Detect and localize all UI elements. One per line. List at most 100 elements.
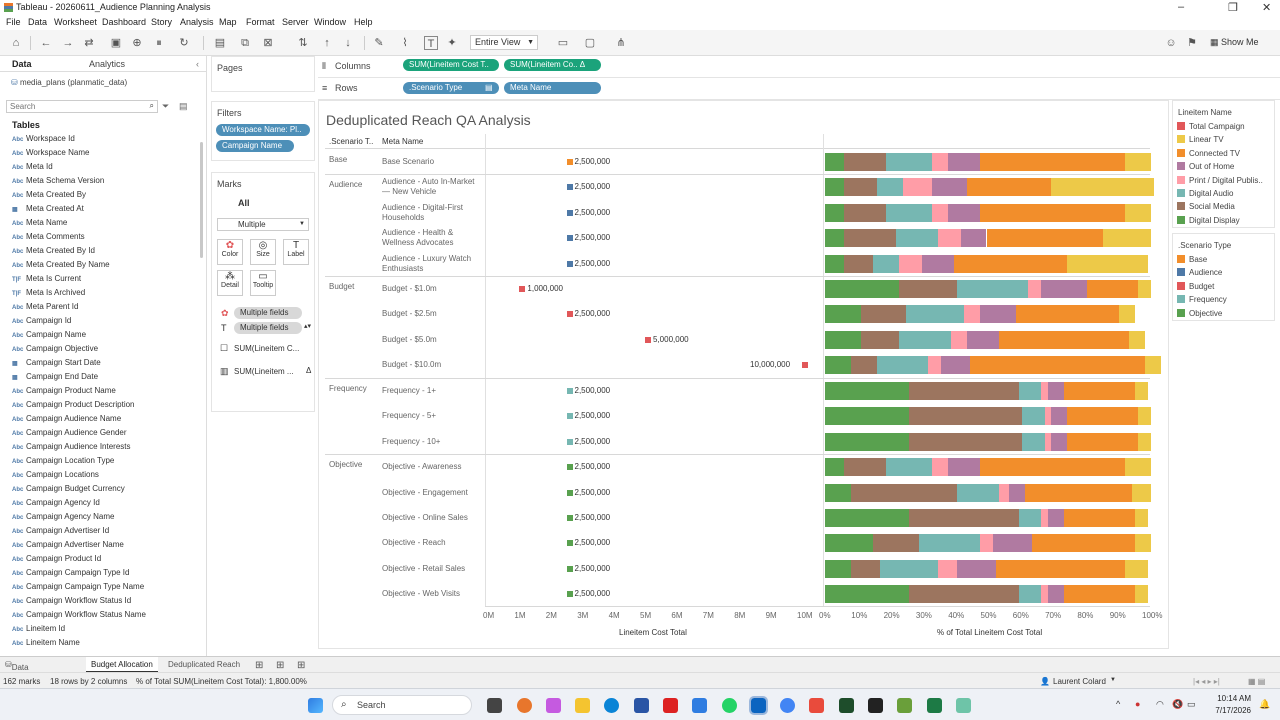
- pct-bar-segment[interactable]: [957, 559, 997, 578]
- field-item[interactable]: T|F Meta Is Current: [12, 274, 81, 287]
- filter-icon[interactable]: ⏷: [162, 101, 170, 111]
- pct-bar-segment[interactable]: [1009, 483, 1026, 502]
- field-item[interactable]: Abc Lineitem Id: [12, 624, 65, 637]
- pct-bar-segment[interactable]: [1135, 534, 1152, 553]
- pagination-icon[interactable]: |◂ ◂ ▸ ▸|: [1193, 677, 1220, 686]
- pct-bar-segment[interactable]: [947, 458, 981, 477]
- field-item[interactable]: Abc Campaign Audience Interests: [12, 442, 131, 455]
- pct-bar-segment[interactable]: [1044, 432, 1052, 451]
- menu-format[interactable]: Format: [246, 17, 275, 27]
- legend-item[interactable]: Digital Audio: [1177, 189, 1233, 198]
- pct-bar-segment[interactable]: [1067, 432, 1139, 451]
- pct-bar-segment[interactable]: [999, 330, 1129, 349]
- file-explorer-icon[interactable]: [575, 698, 590, 713]
- field-item[interactable]: Abc Campaign Product Name: [12, 386, 116, 399]
- field-item[interactable]: ▦ Campaign End Date: [12, 372, 98, 385]
- row-label[interactable]: Audience - Health & Wellness Advocates: [382, 228, 454, 248]
- pct-bar-segment[interactable]: [825, 305, 861, 324]
- row-label[interactable]: Objective - Retail Sales: [382, 563, 466, 573]
- cost-mark[interactable]: [566, 209, 573, 216]
- sort-ascending-icon[interactable]: ↑: [324, 37, 330, 49]
- row-label[interactable]: Objective - Awareness: [382, 462, 462, 472]
- search-input[interactable]: [7, 101, 137, 112]
- pct-bar-segment[interactable]: [902, 178, 932, 197]
- pct-bar-segment[interactable]: [957, 483, 1000, 502]
- field-item[interactable]: Abc Campaign Workflow Status Id: [12, 596, 131, 609]
- redo-icon[interactable]: →: [62, 37, 74, 49]
- pct-bar-segment[interactable]: [1064, 381, 1136, 400]
- pct-bar-segment[interactable]: [908, 432, 1023, 451]
- field-item[interactable]: Abc Workspace Id: [12, 134, 75, 147]
- field-item[interactable]: Abc Workspace Name: [12, 148, 89, 161]
- pct-bar-segment[interactable]: [1015, 305, 1119, 324]
- row-label[interactable]: Budget - $1.0m: [382, 283, 437, 293]
- field-item[interactable]: Abc Meta Parent Id: [12, 302, 78, 315]
- row-group-label[interactable]: Budget: [329, 282, 355, 292]
- legend-item[interactable]: Total Campaign: [1177, 122, 1245, 131]
- pct-bar-segment[interactable]: [1118, 305, 1136, 324]
- menu-help[interactable]: Help: [354, 17, 373, 27]
- pct-bar-segment[interactable]: [1138, 432, 1152, 451]
- pct-bar-segment[interactable]: [850, 559, 880, 578]
- field-item[interactable]: Abc Campaign Product Id: [12, 554, 101, 567]
- pct-bar-segment[interactable]: [1086, 279, 1139, 298]
- field-item[interactable]: Abc Campaign Audience Name: [12, 414, 121, 427]
- field-item[interactable]: Abc Campaign Agency Name: [12, 512, 115, 525]
- app-icon[interactable]: [692, 698, 707, 713]
- battery-icon[interactable]: ▭: [1187, 699, 1196, 709]
- tab-data[interactable]: Data: [12, 59, 32, 69]
- pct-bar-segment[interactable]: [825, 178, 845, 197]
- row-label[interactable]: Objective - Reach: [382, 538, 446, 548]
- terminal-icon[interactable]: [868, 698, 883, 713]
- pct-bar-segment[interactable]: [950, 330, 968, 349]
- legend-item[interactable]: Base: [1177, 255, 1207, 264]
- pct-bar-segment[interactable]: [886, 203, 932, 222]
- store-icon[interactable]: [634, 698, 649, 713]
- pct-bar-segment[interactable]: [1102, 229, 1152, 248]
- row-label[interactable]: Objective - Engagement: [382, 487, 468, 497]
- highlight-icon[interactable]: ✎: [374, 37, 384, 49]
- row-label[interactable]: Objective - Online Sales: [382, 513, 468, 523]
- pct-bar-segment[interactable]: [1125, 203, 1152, 222]
- refresh-icon[interactable]: ↻: [179, 37, 189, 49]
- datasource-item[interactable]: ⛁ media_plans (planmatic_data): [11, 78, 127, 87]
- field-item[interactable]: Abc Meta Name: [12, 218, 67, 231]
- cost-mark[interactable]: [566, 565, 573, 572]
- undo-icon[interactable]: ←: [40, 37, 52, 49]
- status-user[interactable]: Laurent Colard: [1053, 677, 1106, 686]
- tab-analytics[interactable]: Analytics: [89, 59, 126, 69]
- pct-bar-segment[interactable]: [844, 254, 874, 273]
- pct-bar-segment[interactable]: [1135, 585, 1148, 604]
- cost-mark[interactable]: [802, 362, 808, 369]
- share-icon[interactable]: ⋔: [616, 37, 626, 49]
- pct-bar-segment[interactable]: [1144, 356, 1161, 375]
- new-dashboard-icon[interactable]: ⊞: [276, 660, 285, 671]
- cost-mark[interactable]: [519, 285, 526, 292]
- field-item[interactable]: Abc Campaign Audience Gender: [12, 428, 127, 441]
- pct-bar-segment[interactable]: [886, 152, 932, 171]
- pct-bar-segment[interactable]: [908, 585, 1019, 604]
- task-view-icon[interactable]: [487, 698, 502, 713]
- pct-bar-segment[interactable]: [931, 458, 948, 477]
- group-icon[interactable]: ⌇: [402, 37, 408, 49]
- pct-bar-segment[interactable]: [980, 203, 1126, 222]
- pct-bar-segment[interactable]: [938, 559, 958, 578]
- pct-bar-segment[interactable]: [899, 279, 958, 298]
- row-group-label[interactable]: Frequency: [329, 384, 367, 394]
- pct-bar-segment[interactable]: [1051, 407, 1068, 426]
- pct-bar-segment[interactable]: [825, 152, 845, 171]
- field-item[interactable]: Abc Meta Schema Version: [12, 176, 104, 189]
- pct-bar-segment[interactable]: [905, 305, 964, 324]
- row-group-label[interactable]: Audience: [329, 180, 363, 190]
- header-scenario-type[interactable]: .Scenario T..: [329, 137, 374, 146]
- row-label[interactable]: Audience - Digital-First Households: [382, 202, 463, 222]
- row-label[interactable]: Budget - $2.5m: [382, 309, 437, 319]
- copilot-icon[interactable]: [546, 698, 561, 713]
- menu-map[interactable]: Map: [219, 17, 237, 27]
- pct-bar-segment[interactable]: [980, 534, 993, 553]
- pct-bar-segment[interactable]: [876, 356, 929, 375]
- close-icon[interactable]: ✕: [1262, 2, 1272, 14]
- tab-deduplicated-reach[interactable]: Deduplicated Reach: [168, 660, 241, 669]
- field-item[interactable]: Abc Meta Id: [12, 162, 53, 175]
- field-item[interactable]: Abc Campaign Campaign Type Name: [12, 582, 144, 595]
